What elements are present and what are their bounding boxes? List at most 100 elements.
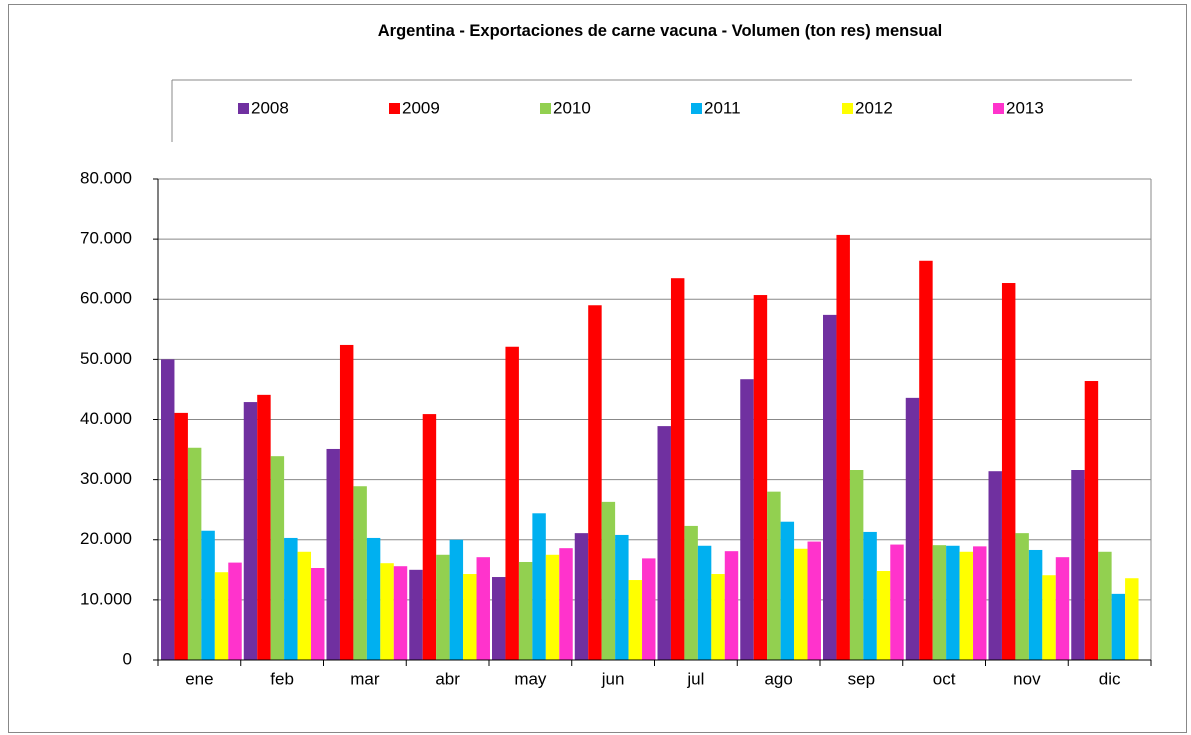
legend-label: 2009 [402,98,440,117]
bar [257,394,271,660]
bar [724,551,739,660]
legend-label: 2013 [1006,98,1044,117]
bar [380,563,394,660]
legend-swatch [993,103,1004,114]
bar [492,577,506,660]
bar [780,521,795,660]
bar [642,558,656,660]
x-tick-label: ago [764,669,792,688]
bar [601,501,616,660]
y-tick-label: 0 [123,649,132,668]
legend-swatch [389,103,400,114]
chart-border [8,4,1187,733]
y-tick-label: 30.000 [80,469,132,488]
bar [890,544,904,660]
bar [740,379,754,660]
bar [946,545,960,660]
bar [919,260,933,660]
bar [863,531,877,660]
bar [670,278,685,660]
bar [326,448,340,660]
bar [1028,549,1043,660]
bar [297,551,312,660]
bar [711,574,725,660]
bar [518,561,533,660]
bar [697,545,712,660]
bar [1055,557,1070,660]
bar [794,548,808,660]
bar [1111,593,1126,660]
x-tick-label: mar [350,669,380,688]
legend-swatch [238,103,249,114]
bar [463,574,477,660]
x-tick-label: sep [848,669,875,688]
bar [311,568,325,660]
bar [1098,551,1112,660]
x-tick-label: may [514,669,547,688]
bar [836,234,850,660]
legend-swatch [842,103,853,114]
bar [1084,381,1099,660]
bar [1071,470,1085,660]
legend-label: 2010 [553,98,591,117]
bar [284,537,298,660]
y-tick-label: 40.000 [80,409,132,428]
bar [243,402,258,660]
bar [228,562,242,660]
bar [174,412,188,660]
legend-label: 2012 [855,98,893,117]
bar [559,548,573,660]
y-tick-label: 70.000 [80,229,132,248]
x-tick-label: jul [686,669,704,688]
y-tick-label: 80.000 [80,168,132,187]
x-tick-label: oct [933,669,956,688]
bar [628,580,643,660]
y-tick-label: 20.000 [80,529,132,548]
bar [409,569,423,660]
bar [161,359,175,660]
bar [505,346,519,660]
bar [187,447,202,660]
chart-title: Argentina - Exportaciones de carne vacun… [377,22,943,40]
y-tick-label: 10.000 [80,589,132,608]
bar [973,546,987,660]
bar [753,295,768,660]
bar [476,557,490,660]
x-tick-label: abr [435,669,460,688]
x-tick-label: feb [270,669,294,688]
bar [959,551,974,660]
bar [339,344,354,660]
bar [393,566,408,660]
x-tick-label: dic [1099,669,1121,688]
bar [684,525,698,660]
bar [270,456,285,660]
y-tick-label: 50.000 [80,349,132,368]
x-tick-label: nov [1013,669,1041,688]
x-tick-label: jun [601,669,625,688]
bar [422,414,437,660]
legend-label: 2011 [704,98,741,117]
bar [1125,578,1139,660]
bar [1001,283,1016,660]
bar [905,397,920,660]
bar [353,486,367,660]
bar [214,572,229,660]
bar [532,513,546,660]
bar [545,554,560,660]
bar [588,305,602,660]
bar [1042,575,1056,660]
bar [932,545,947,660]
y-tick-label: 60.000 [80,289,132,308]
bar [574,533,589,660]
bar [366,537,381,660]
legend-swatch [540,103,551,114]
bar [849,470,864,660]
bar [449,539,464,660]
bar [615,534,629,660]
bar [988,471,1002,660]
bar [807,541,821,660]
legend-label: 2008 [251,98,289,117]
bar [876,571,891,660]
